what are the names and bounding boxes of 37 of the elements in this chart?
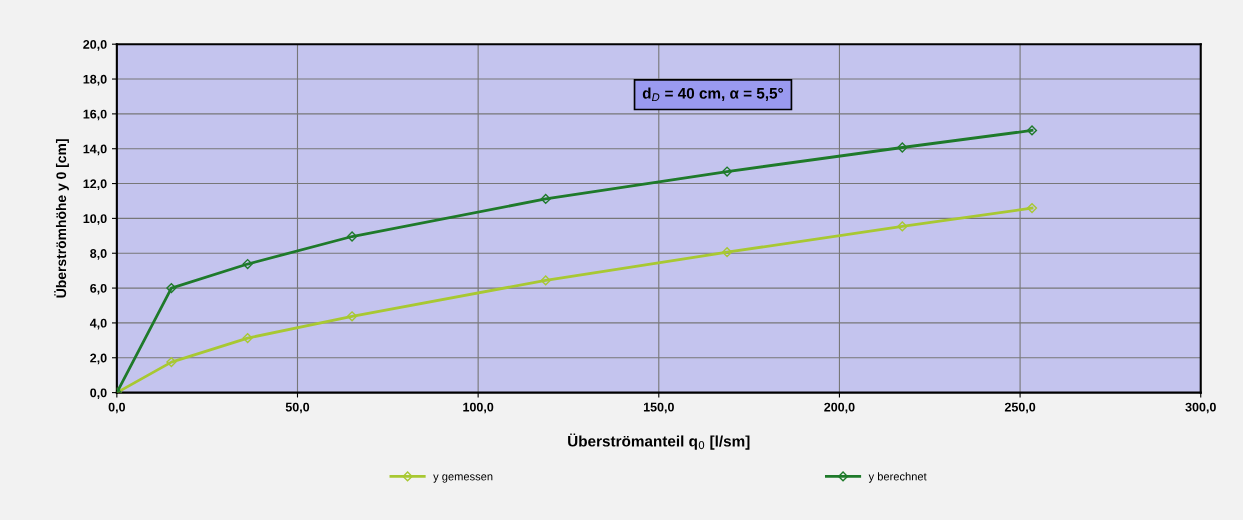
point xyxy=(346,231,358,242)
x-tick-label: 0,0 xyxy=(108,402,126,414)
y-tick-label: 6,0 xyxy=(90,283,107,295)
y-tick-label: 2,0 xyxy=(90,353,107,365)
point xyxy=(540,275,551,286)
point xyxy=(166,282,177,294)
x-tick-label: 250,0 xyxy=(1004,402,1036,414)
y-axis-title: Überströmhöhe y 0 [cm] xyxy=(54,139,69,298)
point xyxy=(540,193,551,205)
point xyxy=(346,311,358,322)
point xyxy=(242,258,253,270)
y-tick-label: 20,0 xyxy=(83,40,107,51)
x-tick-label: 100,0 xyxy=(463,402,494,414)
x-tick-label: 50,0 xyxy=(285,402,310,414)
annotation: d$_{D}$ = 40 cm, α = 5,5° xyxy=(642,87,784,102)
y-tick-label: 0,0 xyxy=(90,388,107,400)
y-tick-label: 10,0 xyxy=(83,214,107,225)
point xyxy=(166,357,177,368)
y-tick-label: 12,0 xyxy=(83,179,107,191)
legend-label: y gemessen xyxy=(433,474,493,483)
y-tick-label: 8,0 xyxy=(90,249,107,260)
point xyxy=(1026,203,1038,214)
point xyxy=(897,221,908,232)
x-tick-label: 300,0 xyxy=(1185,402,1216,414)
point xyxy=(897,142,908,153)
point xyxy=(1026,125,1038,136)
point xyxy=(721,247,733,258)
point xyxy=(721,166,733,177)
x-axis-title: Überströmanteil q$_{0}$ [l/sm] xyxy=(568,433,750,450)
point xyxy=(242,332,253,344)
y-tick-label: 14,0 xyxy=(83,144,107,156)
legend-label: y berechnet xyxy=(868,472,927,483)
y-tick-label: 16,0 xyxy=(83,109,107,121)
y-tick-label: 18,0 xyxy=(83,74,107,86)
y-tick-label: 4,0 xyxy=(89,318,107,330)
x-tick-label: 150,0 xyxy=(643,402,674,414)
x-tick-label: 200,0 xyxy=(824,402,855,414)
